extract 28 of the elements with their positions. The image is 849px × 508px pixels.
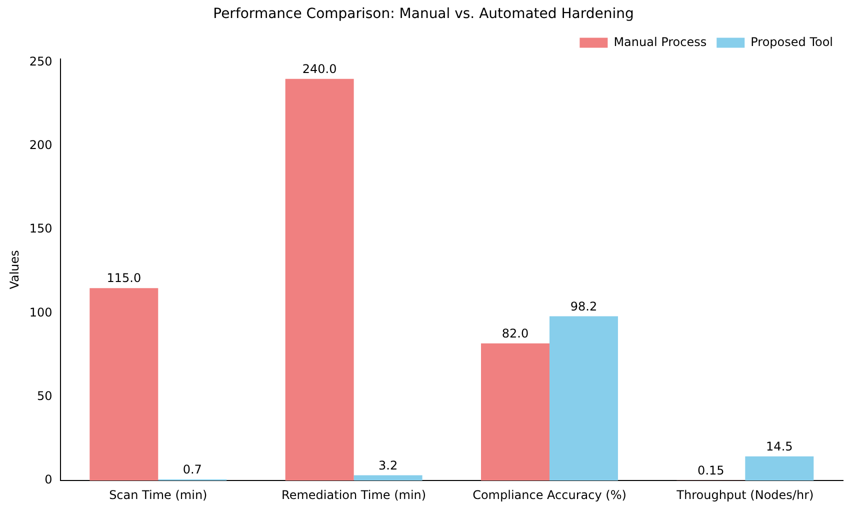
y-tick-label: 100 bbox=[29, 305, 52, 320]
y-tick-label: 250 bbox=[29, 54, 52, 68]
legend-label: Manual Process bbox=[614, 34, 707, 49]
data-label: 240.0 bbox=[302, 62, 337, 76]
bar bbox=[90, 288, 158, 481]
data-label: 14.5 bbox=[766, 439, 793, 454]
legend-label: Proposed Tool bbox=[750, 34, 834, 49]
y-tick-label: 0 bbox=[44, 472, 52, 487]
data-label: 0.15 bbox=[698, 463, 724, 478]
data-label: 98.2 bbox=[570, 299, 598, 314]
bar bbox=[481, 343, 550, 481]
bar bbox=[285, 78, 354, 481]
data-label: 0.7 bbox=[182, 462, 202, 477]
y-tick-label: 200 bbox=[29, 138, 52, 152]
y-axis-title: Values bbox=[7, 250, 22, 290]
bar bbox=[549, 316, 618, 481]
bar bbox=[354, 475, 422, 481]
data-label: 82.0 bbox=[502, 326, 529, 340]
y-tick-label: 50 bbox=[37, 389, 52, 404]
x-tick-label: Throughput (Nodes/hr) bbox=[676, 488, 814, 502]
x-tick-label: Scan Time (min) bbox=[109, 488, 208, 502]
y-tick-label: 150 bbox=[29, 222, 52, 236]
data-label: 115.0 bbox=[106, 271, 142, 286]
data-label: 3.2 bbox=[378, 458, 398, 472]
x-tick-label: Remediation Time (min) bbox=[282, 488, 426, 502]
chart-title: Performance Comparison: Manual vs. Automated Hardening bbox=[213, 6, 634, 22]
x-tick-label: Compliance Accuracy (%) bbox=[472, 488, 626, 502]
bar bbox=[745, 456, 814, 481]
